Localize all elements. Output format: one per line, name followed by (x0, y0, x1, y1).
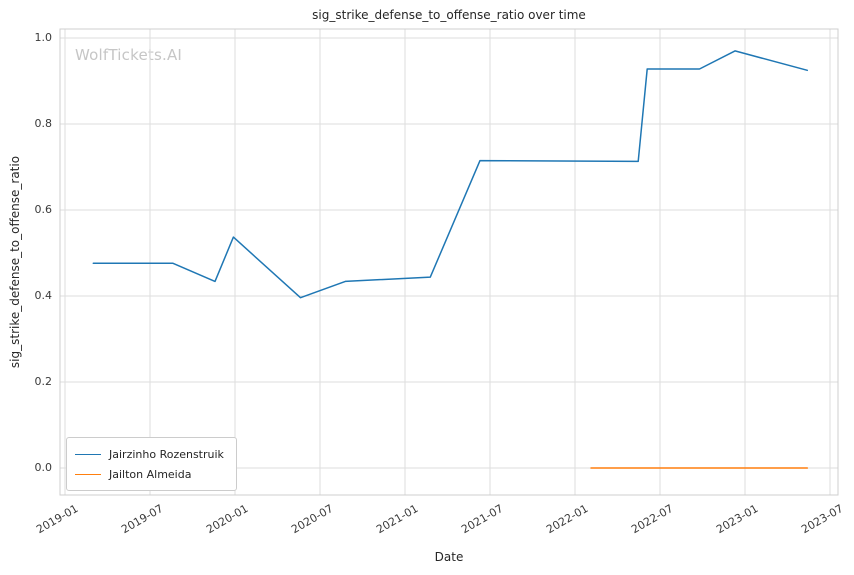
chart-title: sig_strike_defense_to_offense_ratio over… (312, 8, 586, 22)
y-tick-label: 1.0 (34, 31, 53, 44)
legend-label: Jailton Almeida (109, 467, 192, 481)
legend-line-swatch (75, 473, 101, 475)
y-tick-label: 0.6 (34, 203, 53, 216)
y-tick-label: 0.0 (34, 461, 53, 474)
y-tick-label: 0.8 (34, 117, 53, 130)
legend-line-swatch (75, 453, 101, 455)
legend-item: Jairzinho Rozenstruik (75, 444, 224, 464)
plot-border (59, 28, 839, 496)
legend-item: Jailton Almeida (75, 464, 224, 484)
series-line-0 (92, 50, 809, 299)
x-axis-label: Date (434, 550, 464, 564)
y-tick-label: 0.4 (34, 289, 53, 302)
legend-label: Jairzinho Rozenstruik (109, 447, 224, 461)
legend: Jairzinho Rozenstruik Jailton Almeida (66, 437, 237, 491)
watermark: WolfTickets.AI (75, 46, 183, 64)
y-tick-label: 0.2 (34, 375, 53, 388)
